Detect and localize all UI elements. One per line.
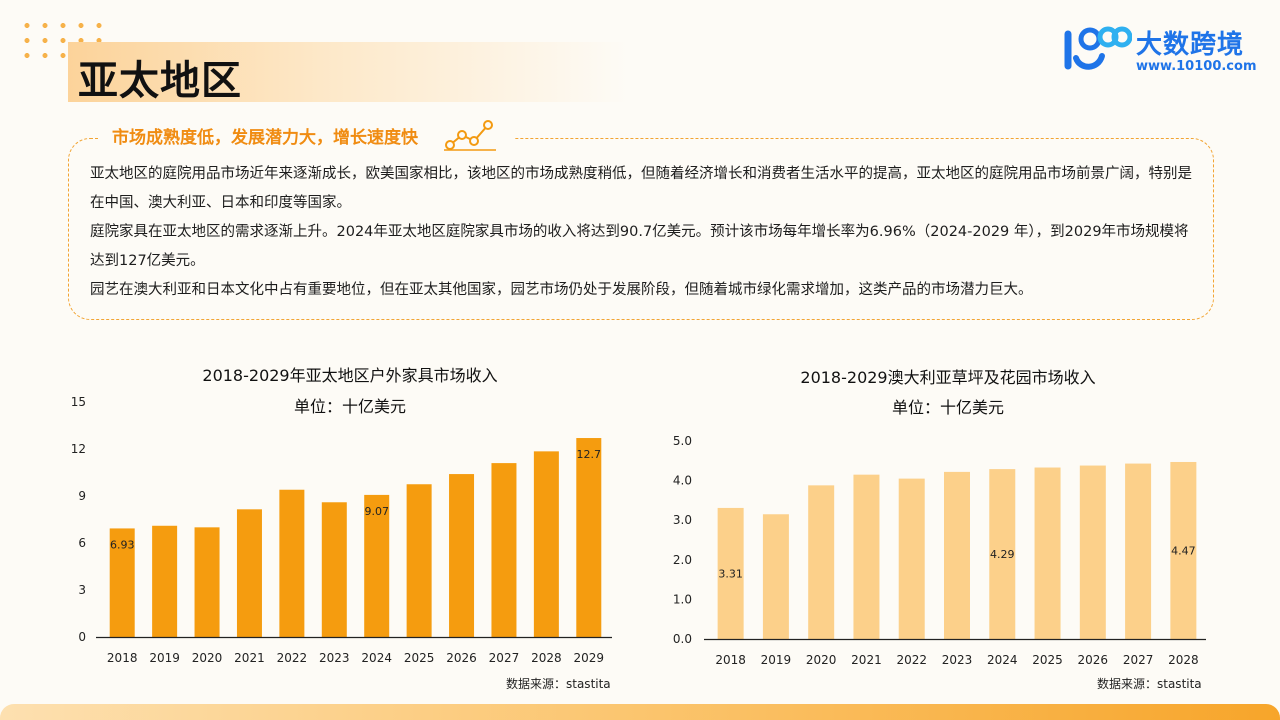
chart2-ytick-label: 5.0 <box>673 434 692 448</box>
chart1-data-label: 6.93 <box>110 538 135 551</box>
chart2-bar <box>944 471 970 639</box>
chart1-title: 2018-2029年亚太地区户外家具市场收入 <box>202 366 498 385</box>
chart1-category-label: 2025 <box>404 651 435 665</box>
chart2-data-label: 4.29 <box>990 548 1015 561</box>
chart2-ytick-label: 2.0 <box>673 553 692 567</box>
chart1-source: 数据来源：stastita <box>506 677 611 691</box>
chart2-ytick-label: 0.0 <box>673 632 692 646</box>
chart2-category-label: 2028 <box>1168 653 1199 667</box>
chart1-ytick-label: 9 <box>78 489 86 503</box>
chart2-category-label: 2018 <box>715 653 746 667</box>
chart1-data-label: 12.7 <box>577 448 602 461</box>
chart2-category-label: 2024 <box>987 653 1018 667</box>
chart2-category-label: 2027 <box>1123 653 1154 667</box>
chart1-bar <box>533 451 559 637</box>
summary-paragraph: 亚太地区的庭院用品市场近年来逐渐成长，欧美国家相比，该地区的市场成熟度稍低，但随… <box>90 166 1192 211</box>
chart1-bar <box>152 525 178 637</box>
chart2-category-label: 2019 <box>761 653 792 667</box>
chart1-ytick-label: 6 <box>78 536 86 550</box>
chart2-category-label: 2020 <box>806 653 837 667</box>
summary-body: 亚太地区的庭院用品市场近年来逐渐成长，欧美国家相比，该地区的市场成熟度稍低，但随… <box>90 160 1202 305</box>
chart1-category-label: 2029 <box>574 651 605 665</box>
chart1-bar <box>491 463 517 637</box>
chart2-ytick-label: 4.0 <box>673 474 692 488</box>
chart1-bar <box>364 494 390 637</box>
summary-heading: 市场成熟度低，发展潜力大，增长速度快 <box>100 120 514 151</box>
chart1-ytick-label: 12 <box>71 442 86 456</box>
chart1-category-label: 2023 <box>319 651 350 665</box>
chart1-category-label: 2026 <box>446 651 477 665</box>
chart2-bar <box>808 485 835 639</box>
chart1-bar <box>194 527 220 637</box>
chart2-category-label: 2025 <box>1032 653 1063 667</box>
chart1-category-label: 2022 <box>277 651 308 665</box>
chart2-bar <box>1079 465 1106 639</box>
chart2-bar <box>989 469 1016 639</box>
chart1-bar <box>236 509 262 637</box>
chart1-ytick-label: 3 <box>78 583 86 597</box>
chart1-bar <box>406 484 432 637</box>
chart2-title: 2018-2029澳大利亚草坪及花园市场收入 <box>800 368 1096 387</box>
chart2-bar <box>717 507 744 639</box>
summary-paragraph: 庭院家具在亚太地区的需求逐渐上升。2024年亚太地区庭院家具市场的收入将达到90… <box>90 224 1189 269</box>
chart2-source: 数据来源：stastita <box>1097 677 1202 691</box>
chart1-category-label: 2021 <box>234 651 265 665</box>
brand-name: 大数跨境 <box>1136 30 1245 60</box>
chart2-bar <box>853 474 880 639</box>
chart1-category-label: 2020 <box>192 651 223 665</box>
summary-heading-text: 市场成熟度低，发展潜力大，增长速度快 <box>112 127 418 148</box>
chart1-category-label: 2024 <box>361 651 392 665</box>
chart1-bar <box>321 502 347 637</box>
chart2-bar <box>898 478 925 639</box>
chart2-category-label: 2022 <box>896 653 927 667</box>
chart1-category-label: 2018 <box>107 651 138 665</box>
chart1-bar <box>279 489 305 637</box>
summary-paragraph: 园艺在澳大利亚和日本文化中占有重要地位，但在亚太其他国家，园艺市场仍处于发展阶段… <box>90 282 1033 298</box>
chart2-ytick-label: 3.0 <box>673 513 692 527</box>
chart2-category-label: 2021 <box>851 653 882 667</box>
chart1-ytick-label: 15 <box>71 395 86 409</box>
chart2-bar <box>1170 461 1197 639</box>
chart2-data-label: 3.31 <box>718 567 743 580</box>
chart1-data-label: 9.07 <box>364 505 389 518</box>
summary-box <box>68 138 1214 320</box>
chart2-unit: 单位：十亿美元 <box>891 398 1004 417</box>
chart1-bar <box>109 528 135 637</box>
chart2-bar <box>1034 467 1061 639</box>
chart1-ytick-label: 0 <box>78 630 86 644</box>
page-title: 亚太地区 <box>78 58 242 104</box>
chart2-category-label: 2023 <box>942 653 973 667</box>
trend-line-icon <box>444 120 496 151</box>
chart2-data-label: 4.47 <box>1171 544 1196 557</box>
chart1-unit: 单位：十亿美元 <box>293 397 406 416</box>
chart2-bar <box>1125 463 1152 639</box>
10100-logo-icon <box>1064 26 1132 70</box>
chart1-bar <box>576 438 602 637</box>
brand-url: www.10100.com <box>1136 59 1257 74</box>
title-band <box>68 42 628 102</box>
chart1-category-label: 2027 <box>489 651 520 665</box>
brand-logo: 大数跨境 www.10100.com <box>1062 22 1262 78</box>
chart2-ytick-label: 1.0 <box>673 592 692 606</box>
chart1-category-label: 2028 <box>531 651 562 665</box>
chart2-category-label: 2026 <box>1078 653 1109 667</box>
footer-bar <box>0 704 1280 720</box>
chart1-bar <box>449 474 475 637</box>
chart1-category-label: 2019 <box>149 651 180 665</box>
chart2-bar <box>762 514 789 639</box>
